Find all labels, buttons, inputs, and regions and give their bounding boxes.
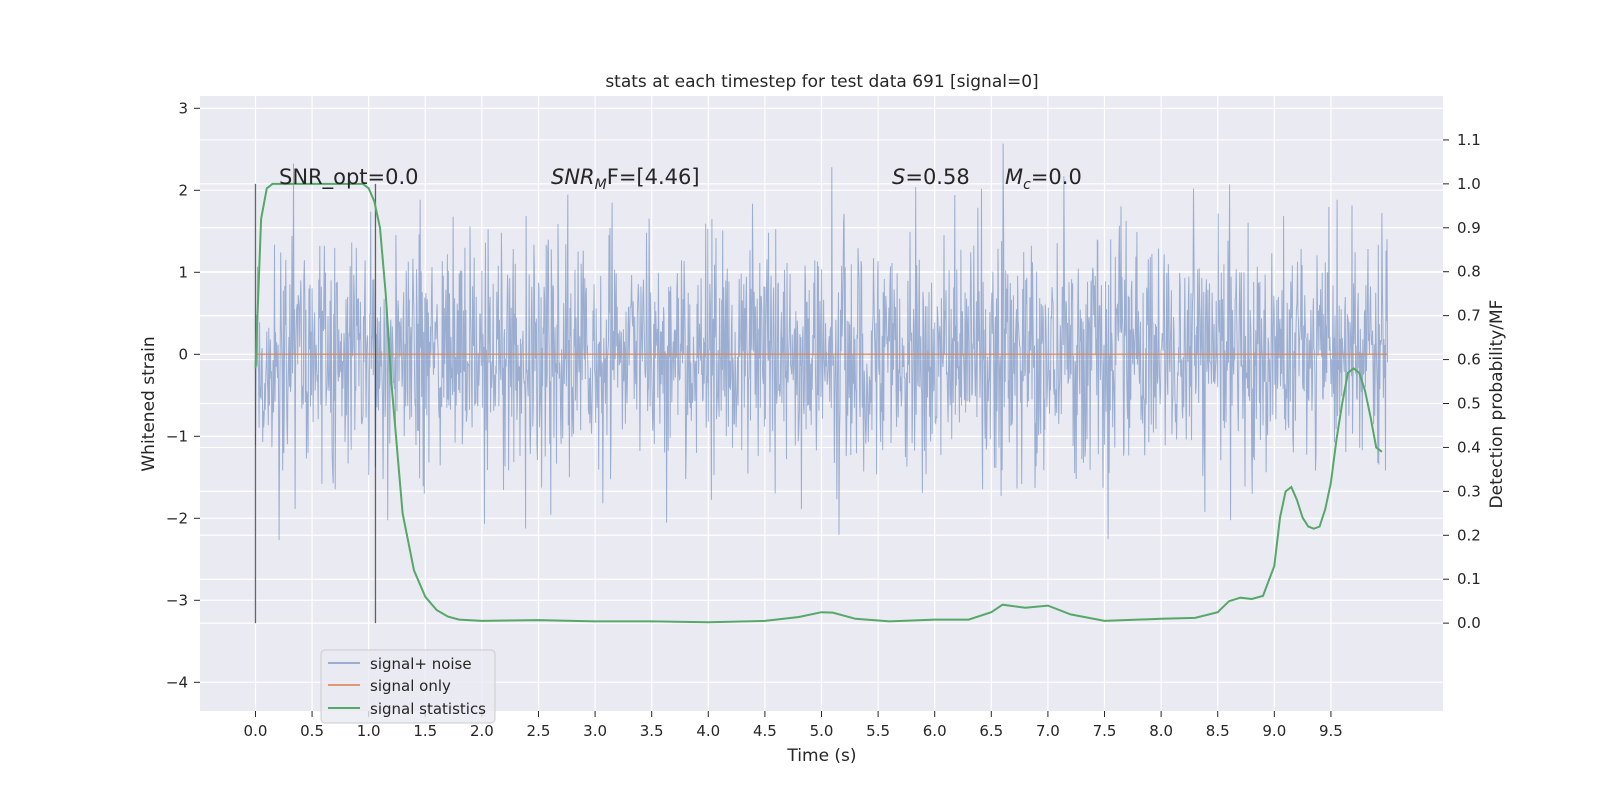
- y-tick-label-right: 0.9: [1457, 219, 1481, 237]
- s-prefix: S: [892, 165, 905, 189]
- s-rest: =0.58: [905, 165, 969, 189]
- mc-subscript: c: [1023, 177, 1031, 193]
- x-tick-label: 3.5: [640, 722, 664, 740]
- y-tick-label-left: 1: [178, 263, 188, 281]
- x-tick-label: 8.5: [1206, 722, 1230, 740]
- x-tick-label: 0.0: [244, 722, 268, 740]
- y-tick-label-left: −3: [166, 591, 188, 609]
- signal-noise-series: [255, 143, 1388, 541]
- signal-statistics-series: [254, 182, 1383, 624]
- x-tick-label: 8.0: [1149, 722, 1173, 740]
- x-axis-label: Time (s): [786, 746, 856, 766]
- x-tick-label: 0.5: [300, 722, 324, 740]
- x-tick-label: 7.0: [1036, 722, 1060, 740]
- y-tick-label-right: 0.1: [1457, 570, 1481, 588]
- snr-opt-annotation: SNR_opt=0.0: [279, 165, 419, 190]
- x-tick-label: 9.5: [1319, 722, 1343, 740]
- mc-rest: =0.0: [1031, 165, 1082, 189]
- y-tick-label-left: −4: [166, 673, 188, 691]
- snr-mf-subscript: M: [595, 177, 607, 193]
- mc-prefix: M: [1005, 165, 1023, 189]
- y-tick-label-left: −2: [166, 509, 188, 527]
- signal-noise-line: [255, 143, 1388, 541]
- x-tick-label: 4.5: [753, 722, 777, 740]
- snr-mf-prefix: SNR: [551, 165, 595, 189]
- y-tick-label-right: 0.6: [1457, 351, 1481, 369]
- snr-mf-rest: F=[4.46]: [607, 165, 700, 189]
- x-tick-label: 2.0: [470, 722, 494, 740]
- y-axis-label-right: Detection probability/MF: [1487, 300, 1507, 509]
- legend-label-signal-statistics: signal statistics: [370, 700, 486, 718]
- x-tick-label: 9.0: [1262, 722, 1286, 740]
- x-tick-label: 2.5: [527, 722, 551, 740]
- chart-title: stats at each timestep for test data 691…: [605, 72, 1038, 92]
- signal-statistics-line: [254, 182, 1383, 624]
- y-tick-label-right: 0.2: [1457, 526, 1481, 544]
- x-tick-label: 7.5: [1093, 722, 1117, 740]
- y-tick-label-right: 0.5: [1457, 395, 1481, 413]
- y-tick-label-right: 0.0: [1457, 614, 1481, 632]
- y-tick-label-right: 0.8: [1457, 263, 1481, 281]
- snr-mf-annotation: SNRMF=[4.46]: [551, 165, 700, 193]
- mc-annotation: Mc=0.0: [1005, 165, 1082, 193]
- tick-labels: 0.0 0.5 1.0 1.5 2.0 2.5 3.0 3.5 4.0 4.5 5.0 5.5 6.0 6…: [166, 99, 1481, 740]
- x-tick-label: 1.5: [413, 722, 437, 740]
- y-tick-label-right: 0.3: [1457, 482, 1481, 500]
- y-tick-label-left: 3: [178, 99, 188, 117]
- x-tick-label: 3.0: [583, 722, 607, 740]
- legend-box: [320, 649, 496, 724]
- y-tick-label-left: 2: [178, 181, 188, 199]
- legend-label-signal-only: signal only: [370, 677, 451, 695]
- y-tick-label-left: 0: [178, 345, 188, 363]
- x-tick-label: 6.5: [979, 722, 1003, 740]
- y-tick-label-right: 0.4: [1457, 438, 1481, 456]
- legend-label-signal-noise: signal+ noise: [370, 655, 472, 673]
- y-tick-label-left: −1: [166, 427, 188, 445]
- y-axis-label-left: Whitened strain: [139, 336, 159, 471]
- y-tick-label-right: 1.0: [1457, 175, 1481, 193]
- x-tick-label: 5.0: [810, 722, 834, 740]
- s-annotation: S=0.58: [892, 165, 970, 189]
- legend: signal+ noise signal only signal statist…: [320, 649, 496, 724]
- y-tick-label-right: 1.1: [1457, 131, 1481, 149]
- x-tick-label: 6.0: [923, 722, 947, 740]
- x-tick-label: 4.0: [696, 722, 720, 740]
- y-tick-label-right: 0.7: [1457, 307, 1481, 325]
- x-tick-label: 1.0: [357, 722, 381, 740]
- x-tick-label: 5.5: [866, 722, 890, 740]
- window-markers: [254, 183, 377, 624]
